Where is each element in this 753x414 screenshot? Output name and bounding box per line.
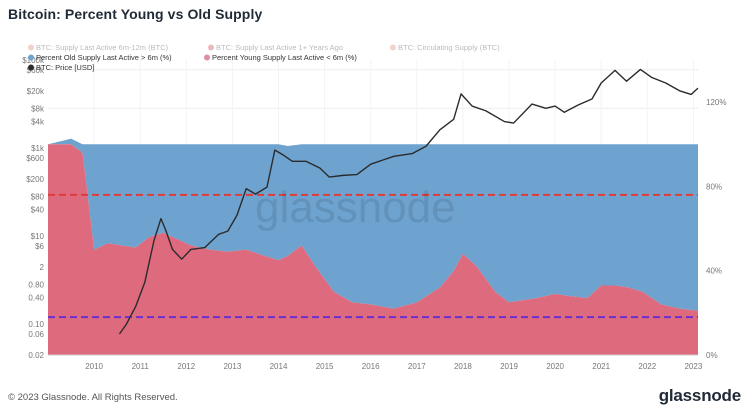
y-right-tick-1: 40%	[706, 267, 722, 276]
legend-item-1: BTC: Supply Last Active 1+ Years Ago	[216, 43, 343, 52]
x-tick-2016: 2016	[362, 362, 380, 371]
y-left-tick-3: 0.40	[28, 294, 44, 303]
y-left-tick-7: $10	[31, 232, 45, 241]
x-tick-2018: 2018	[454, 362, 472, 371]
y-left-tick-17: $100k	[22, 56, 45, 65]
legend-marker-0	[28, 44, 34, 51]
x-tick-2012: 2012	[177, 362, 195, 371]
x-tick-2020: 2020	[546, 362, 564, 371]
watermark-text: glassnode	[255, 183, 456, 232]
y-left-tick-0: 0.02	[28, 351, 44, 360]
y-left-tick-8: $40	[31, 206, 45, 215]
x-tick-2010: 2010	[85, 362, 103, 371]
x-tick-2023: 2023	[684, 362, 702, 371]
y-left-tick-13: $4k	[31, 118, 45, 127]
legend-item-3: Percent Old Supply Last Active > 6m (%)	[36, 53, 172, 62]
chart-title: Bitcoin: Percent Young vs Old Supply	[8, 6, 263, 22]
y-right-tick-3: 120%	[706, 98, 726, 107]
y-left-tick-10: $200	[26, 175, 44, 184]
legend-item-5: BTC: Price [USD]	[36, 63, 94, 72]
y-left-tick-11: $600	[26, 154, 44, 163]
y-right-tick-2: 80%	[706, 182, 722, 191]
y-left-tick-1: 0.06	[28, 330, 44, 339]
legend-item-2: BTC: Circulating Supply (BTC)	[398, 43, 500, 52]
legend-marker-2	[390, 44, 396, 51]
x-tick-2022: 2022	[638, 362, 656, 371]
glassnode-logo: glassnode	[658, 386, 741, 405]
y-left-tick-12: $1k	[31, 144, 45, 153]
legend-item-0: BTC: Supply Last Active 6m-12m (BTC)	[36, 43, 169, 52]
y-left-tick-2: 0.10	[28, 320, 44, 329]
y-right-tick-0: 0%	[706, 351, 718, 360]
x-tick-2017: 2017	[408, 362, 426, 371]
x-tick-2015: 2015	[316, 362, 334, 371]
y-left-tick-15: $20k	[27, 87, 45, 96]
x-tick-2011: 2011	[132, 362, 150, 371]
old-supply-area	[48, 138, 698, 311]
young-supply-area	[48, 144, 698, 355]
legend-marker-4	[204, 54, 210, 61]
legend-marker-3	[28, 54, 34, 61]
y-left-tick-6: $6	[35, 242, 44, 251]
x-tick-2014: 2014	[270, 362, 288, 371]
x-tick-2021: 2021	[592, 362, 610, 371]
legend-marker-1	[208, 44, 214, 51]
copyright-text: © 2023 Glassnode. All Rights Reserved.	[8, 392, 178, 403]
legend-marker-5	[28, 64, 34, 71]
x-tick-2013: 2013	[223, 362, 241, 371]
y-left-tick-4: 0.80	[28, 280, 44, 289]
y-left-tick-16: $60k	[27, 66, 45, 75]
y-left-tick-5: 2	[40, 263, 45, 272]
x-tick-2019: 2019	[500, 362, 518, 371]
y-left-tick-14: $8k	[31, 104, 45, 113]
y-left-tick-9: $80	[31, 192, 45, 201]
legend-item-4: Percent Young Supply Last Active < 6m (%…	[212, 53, 357, 62]
price-line	[118, 68, 699, 335]
